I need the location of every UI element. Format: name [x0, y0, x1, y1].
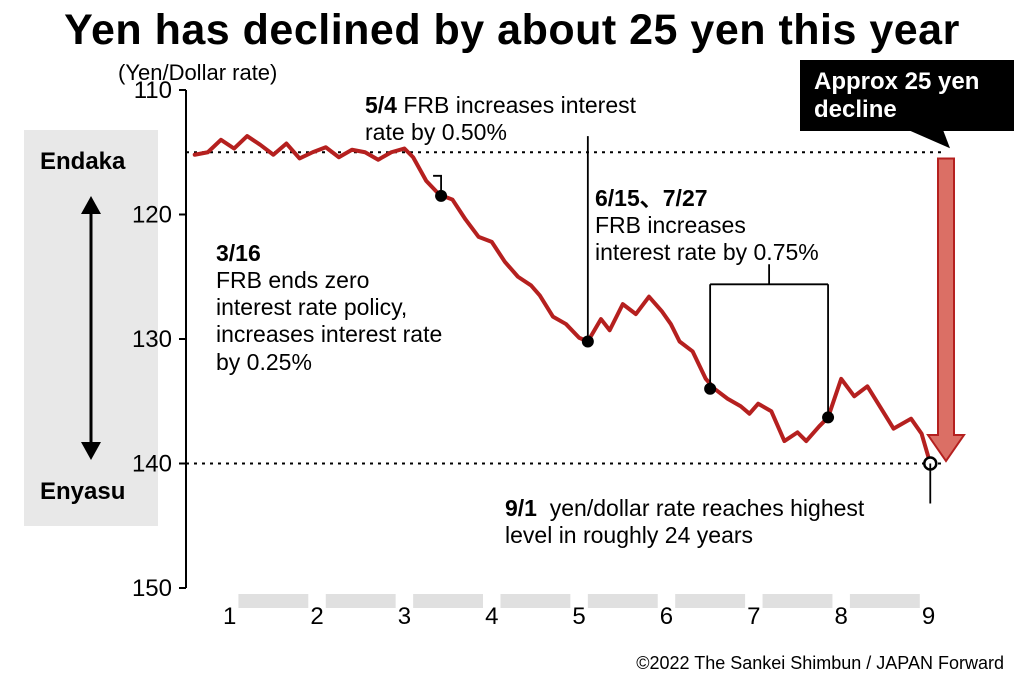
annotation-date: 5/4 [365, 92, 397, 118]
svg-text:4: 4 [485, 603, 498, 630]
annotation-date: 3/16 [216, 240, 261, 266]
annotation-text: FRB increasesinterest rate by 0.75% [595, 212, 819, 265]
credit: ©2022 The Sankei Shimbun / JAPAN Forward [636, 653, 1004, 674]
annotation-date: 9/1 [505, 495, 537, 521]
svg-text:6: 6 [660, 603, 673, 630]
svg-text:8: 8 [834, 603, 847, 630]
svg-text:110: 110 [134, 77, 172, 104]
annotation-text: FRB increases interestrate by 0.50% [365, 92, 636, 145]
svg-text:5: 5 [572, 603, 585, 630]
annotation-5-4: 5/4 FRB increases interestrate by 0.50% [365, 92, 665, 146]
svg-text:9: 9 [922, 603, 935, 630]
annotation-text: FRB ends zerointerest rate policy,increa… [216, 267, 442, 374]
annotation-9-1: 9/1 yen/dollar rate reaches highestlevel… [505, 495, 975, 549]
svg-text:1: 1 [223, 603, 236, 630]
annotation-date: 6/15、7/27 [595, 185, 708, 211]
annotation-text: yen/dollar rate reaches highestlevel in … [505, 495, 864, 548]
svg-text:140: 140 [132, 451, 172, 478]
annotation-6-15-7-27: 6/15、7/27 FRB increasesinterest rate by … [595, 185, 885, 266]
svg-text:7: 7 [747, 603, 760, 630]
svg-text:120: 120 [132, 202, 172, 229]
annotation-3-16: 3/16 FRB ends zerointerest rate policy,i… [216, 240, 476, 376]
chart-container: Yen has declined by about 25 yen this ye… [0, 0, 1024, 684]
svg-text:3: 3 [398, 603, 411, 630]
svg-text:130: 130 [132, 326, 172, 353]
svg-text:150: 150 [132, 575, 172, 602]
svg-text:2: 2 [310, 603, 323, 630]
